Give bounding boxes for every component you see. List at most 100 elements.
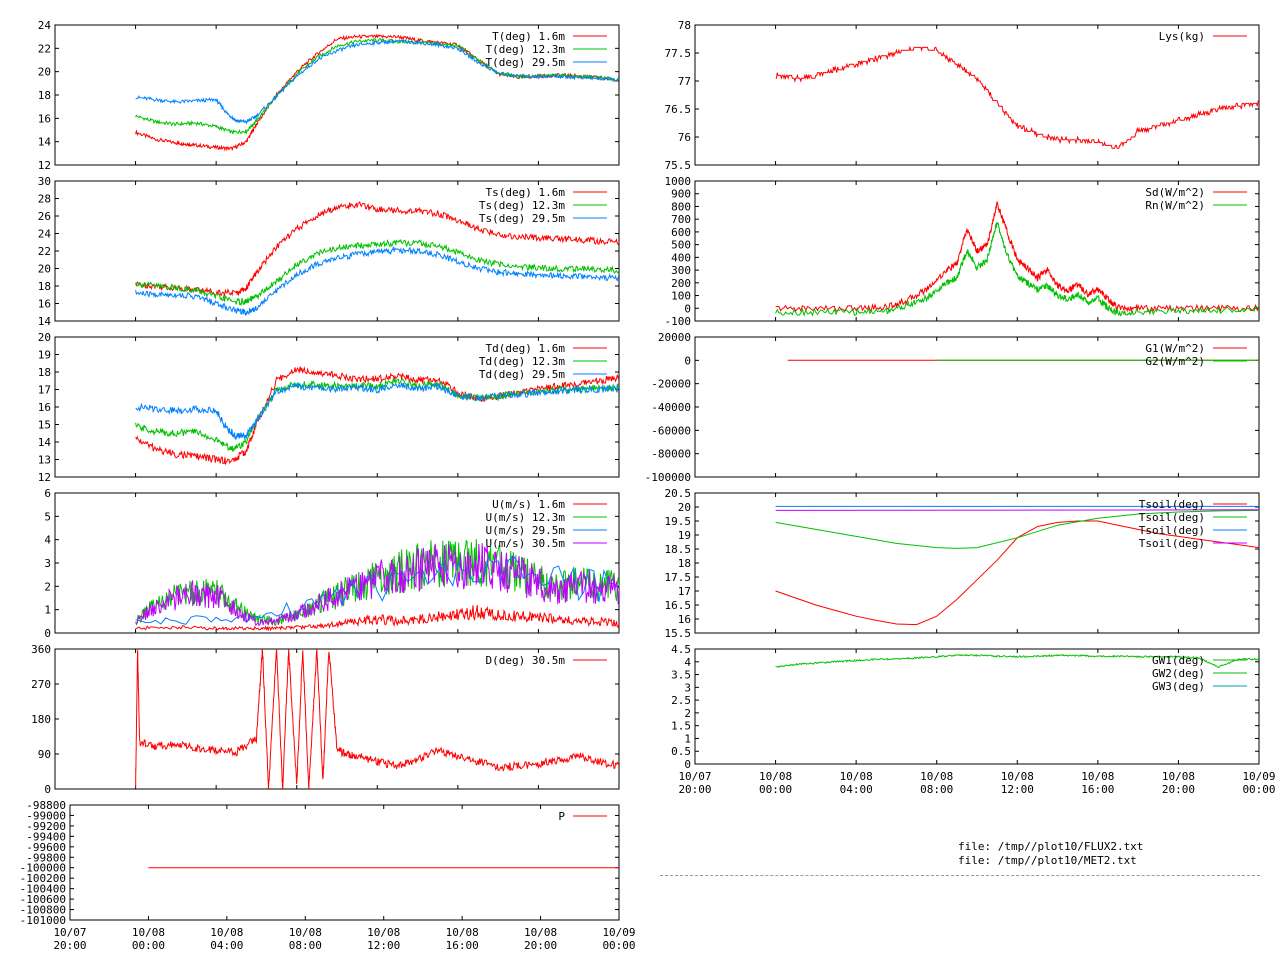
y-tick-label: 500	[671, 239, 691, 252]
series-line-rad-1	[775, 222, 1259, 317]
y-tick-label: 19	[38, 349, 51, 362]
dashed-separator	[660, 875, 1260, 876]
legend-label: G1(W/m^2)	[1145, 342, 1205, 355]
y-tick-label: 17	[38, 384, 51, 397]
y-tick-label: 1.5	[671, 720, 691, 733]
y-tick-label: 200	[671, 277, 691, 290]
x-tick-label: 10/08	[1081, 770, 1114, 783]
x-tick-label: 10/08	[840, 770, 873, 783]
series-line-tsoil-1	[775, 509, 1259, 549]
y-tick-label: 18	[38, 366, 51, 379]
x-tick-label: 10/08	[446, 926, 479, 939]
y-tick-label: 400	[671, 251, 691, 264]
y-tick-label: 17	[678, 585, 691, 598]
y-tick-label: 18	[678, 557, 691, 570]
y-tick-label: -99800	[26, 851, 66, 864]
panel-gw: 00.511.522.533.544.510/0720:0010/0800:00…	[671, 643, 1275, 796]
y-tick-label: 2	[44, 580, 51, 593]
y-tick-label: 14	[38, 436, 52, 449]
legend-label: G2(W/m^2)	[1145, 355, 1205, 368]
panel-u: 0 1 2 3 4 5 6 U(m/s) 1.6mU(m/s) 12.3mU(m/s) 29.…	[44, 487, 620, 640]
series-line-u-3	[135, 543, 619, 627]
y-tick-label: 77	[678, 75, 691, 88]
y-tick-label: 180	[31, 713, 51, 726]
series-line-td-0	[135, 366, 619, 466]
y-tick-label: -100	[665, 315, 692, 328]
y-tick-label: 3	[684, 681, 691, 694]
x-tick-label: 16:00	[1081, 783, 1114, 796]
y-tick-label: 16	[38, 112, 51, 125]
plot-frame	[694, 180, 1260, 322]
y-tick-label: -40000	[651, 401, 691, 414]
series-line-t-2	[135, 38, 619, 125]
y-tick-label: 78	[678, 19, 691, 32]
y-tick-label: 90	[38, 748, 51, 761]
y-tick-label: 18	[38, 89, 51, 102]
x-tick-label: 20:00	[53, 939, 86, 952]
y-tick-label: 0	[44, 783, 51, 796]
x-tick-label: 10/08	[367, 926, 400, 939]
y-tick-label: 20	[38, 331, 51, 344]
y-tick-label: 22	[38, 245, 51, 258]
legend-label: U(m/s) 29.5m	[486, 524, 566, 537]
x-tick-label: 10/07	[53, 926, 86, 939]
y-tick-label: -100200	[20, 872, 66, 885]
series-line-u-1	[135, 539, 619, 626]
y-tick-label: -100400	[20, 883, 66, 896]
y-tick-label: 600	[671, 226, 691, 239]
series-line-u-0	[135, 605, 619, 632]
series-line-td-1	[135, 378, 619, 452]
y-tick-label: 16.5	[665, 599, 692, 612]
x-tick-label: 04:00	[210, 939, 243, 952]
legend-label: Rn(W/m^2)	[1145, 199, 1205, 212]
x-tick-label: 10/08	[524, 926, 557, 939]
legend-label: T(deg) 1.6m	[492, 30, 565, 43]
x-tick-label: 20:00	[524, 939, 557, 952]
y-tick-label: 16	[38, 298, 51, 311]
y-tick-label: 20	[38, 263, 51, 276]
x-tick-label: 16:00	[446, 939, 479, 952]
legend-label: U(m/s) 1.6m	[492, 498, 565, 511]
y-tick-label: 20000	[658, 331, 691, 344]
y-tick-label: -100000	[20, 862, 66, 875]
file-line-met: file: /tmp//plot10/MET2.txt	[958, 854, 1137, 867]
legend-label: T(deg) 29.5m	[486, 56, 566, 69]
panel-d: 0 90 180 270 360 D(deg) 30.5m	[31, 643, 620, 796]
legend-label: Ts(deg) 1.6m	[486, 186, 566, 199]
y-tick-label: 270	[31, 678, 51, 691]
plot-frame	[69, 804, 620, 921]
y-tick-label: 360	[31, 643, 51, 656]
legend-label: Tsoil(deg)	[1139, 511, 1205, 524]
x-tick-label: 04:00	[840, 783, 873, 796]
legend-label: Lys(kg)	[1159, 30, 1205, 43]
x-tick-label: 10/07	[678, 770, 711, 783]
x-tick-label: 20:00	[1162, 783, 1195, 796]
series-line-gw-0	[775, 654, 1259, 669]
x-tick-label: 10/08	[289, 926, 322, 939]
legend-label: T(deg) 12.3m	[486, 43, 566, 56]
y-tick-label: -80000	[651, 448, 691, 461]
y-tick-label: -98800	[26, 799, 66, 812]
y-tick-label: 20.5	[665, 487, 692, 500]
legend-label: Td(deg) 29.5m	[479, 368, 565, 381]
y-tick-label: 20	[38, 66, 51, 79]
series-line-d-0	[135, 649, 619, 789]
series-line-lys-0	[775, 45, 1259, 149]
panel-lys: 75.5 76 76.5 77 77.5 78 Lys(kg)	[665, 19, 1260, 172]
x-tick-label: 08:00	[289, 939, 322, 952]
y-tick-label: -99000	[26, 809, 66, 822]
y-tick-label: 16	[38, 401, 51, 414]
y-tick-label: 6	[44, 487, 51, 500]
y-tick-label: 13	[38, 454, 51, 467]
y-tick-label: 20	[678, 501, 691, 514]
legend-label: Tsoil(deg)	[1139, 524, 1205, 537]
legend-label: P	[558, 810, 565, 823]
file-line-flux: file: /tmp//plot10/FLUX2.txt	[958, 840, 1144, 853]
y-tick-label: 700	[671, 213, 691, 226]
x-tick-label: 12:00	[1001, 783, 1034, 796]
y-tick-label: 300	[671, 264, 691, 277]
legend-label: Tsoil(deg)	[1139, 537, 1205, 550]
y-tick-label: 12	[38, 471, 51, 484]
y-tick-label: 3	[44, 557, 51, 570]
